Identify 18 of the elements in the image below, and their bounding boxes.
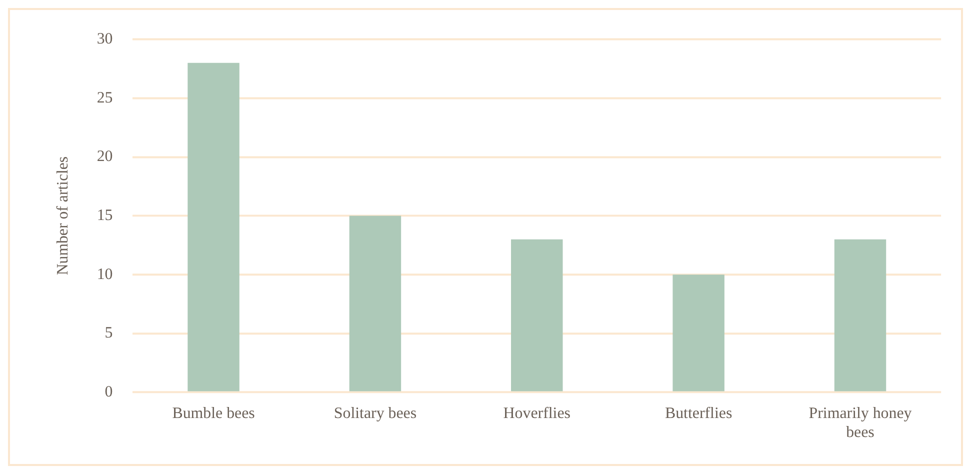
- bar: [349, 216, 402, 392]
- y-tick-label: 0: [104, 383, 113, 400]
- y-tick-label: 10: [96, 266, 113, 283]
- bar: [511, 239, 563, 392]
- y-tick-label: 25: [96, 89, 113, 106]
- x-tick-label: Primarily honey bees: [808, 404, 912, 441]
- y-tick-label: 5: [104, 324, 113, 342]
- y-tick-label: 30: [96, 30, 113, 48]
- bar: [834, 239, 886, 392]
- y-tick-label: 20: [96, 148, 113, 166]
- x-tick-label: Bumble bees: [172, 404, 255, 422]
- x-tick-label: Butterflies: [664, 404, 732, 422]
- y-tick-label: 15: [96, 206, 113, 224]
- y-axis-title: Number of articles: [54, 156, 72, 276]
- bar: [672, 274, 724, 392]
- x-tick-label: Hoverflies: [503, 404, 570, 422]
- bar: [188, 62, 240, 392]
- x-tick-label: Solitary bees: [334, 404, 417, 422]
